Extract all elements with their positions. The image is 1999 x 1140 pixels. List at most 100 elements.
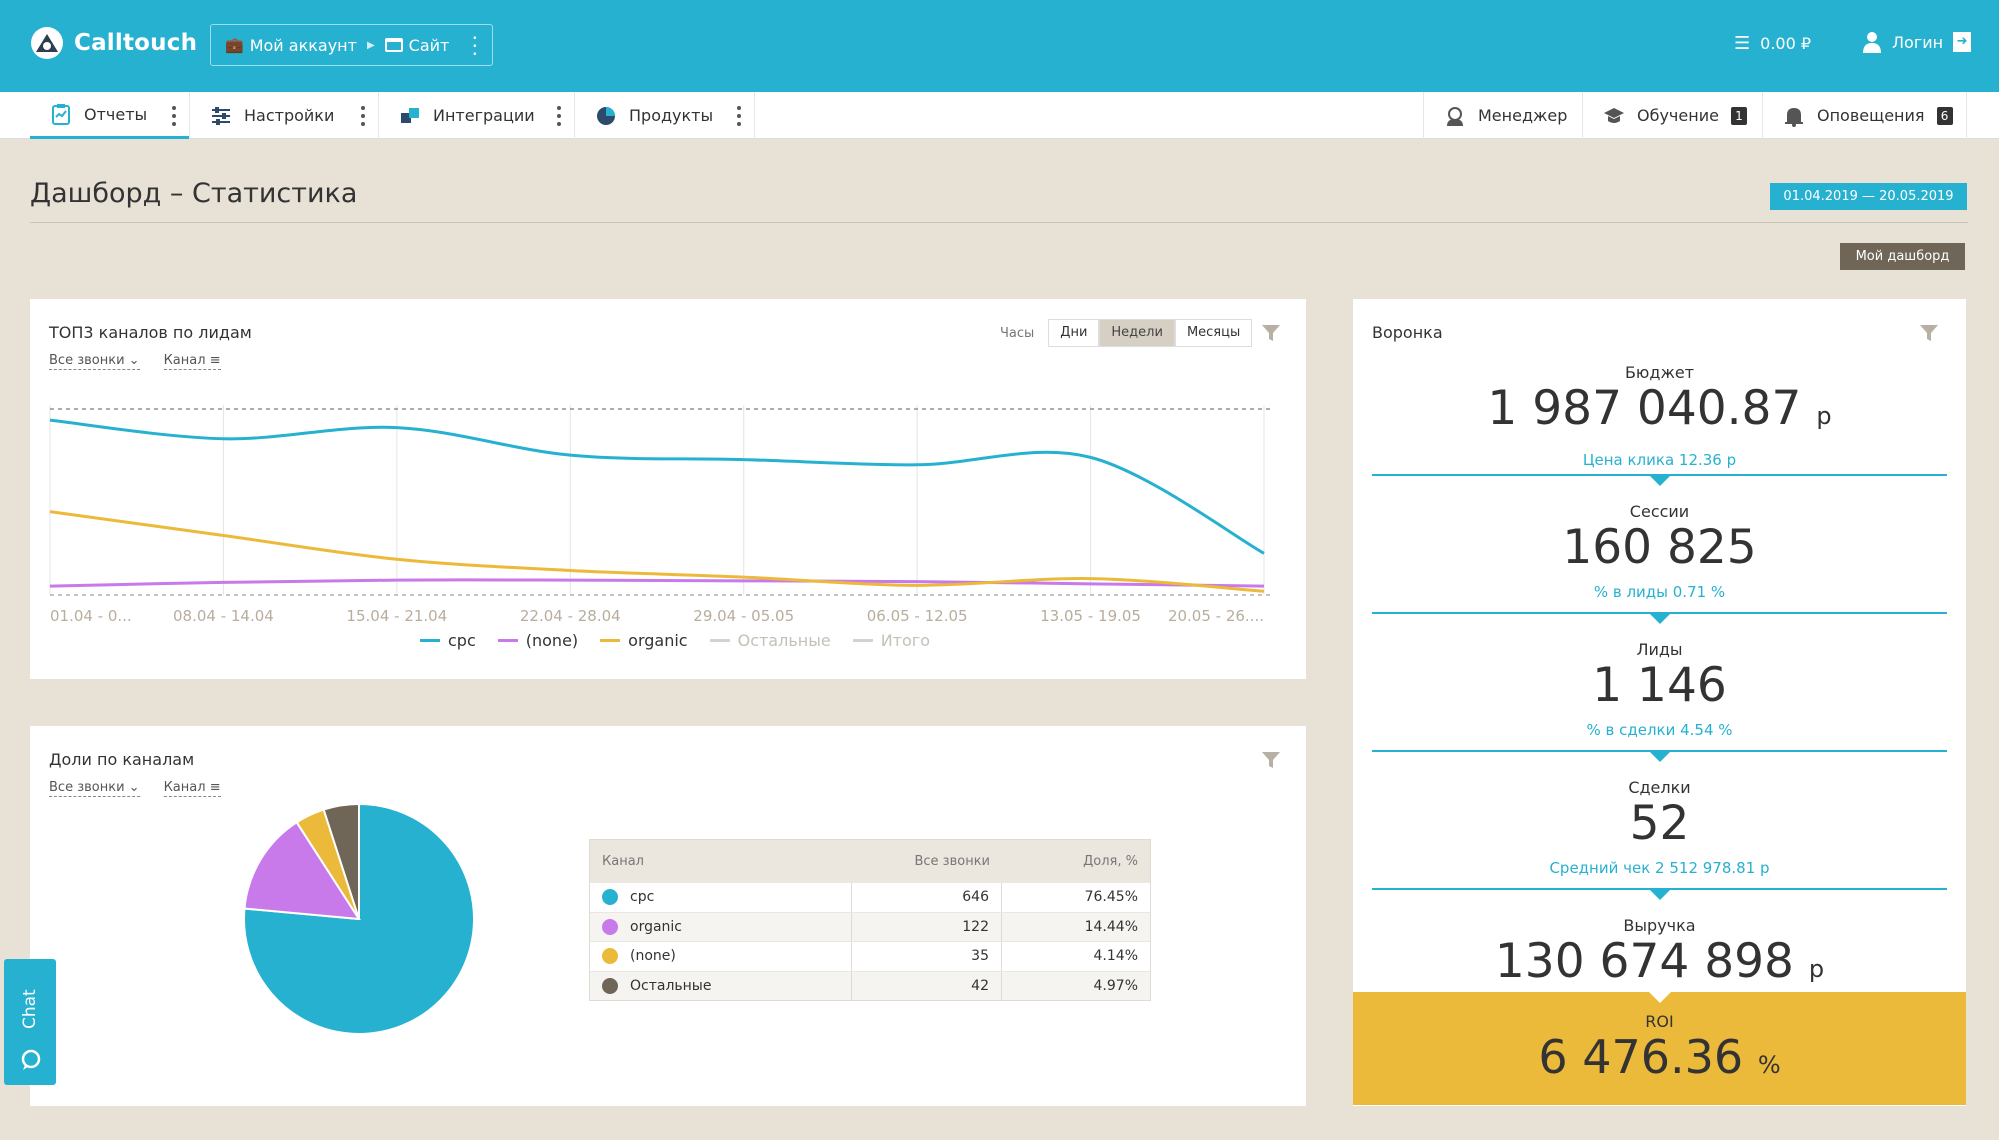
stage-value: 160 825 [1562,520,1757,575]
color-dot-icon [602,948,618,965]
balance[interactable]: ☰ 0.00 ₽ [1734,33,1811,54]
stage-value: 52 [1629,796,1690,851]
x-tick-label: 13.05 - 19.05 [1040,607,1141,625]
legend-item-others[interactable]: Остальные [709,631,831,650]
sliders-icon [212,106,230,125]
nav-menu-icon[interactable] [737,106,741,126]
nav-item-notifications[interactable]: Оповещения 6 [1763,92,1967,139]
nav-menu-icon[interactable] [361,106,365,126]
funnel-stage-deals: Сделки 52 Средний чек 2 512 978.81 р [1353,778,1966,877]
browser-window-icon [384,38,403,52]
nav-menu-icon[interactable] [172,106,176,126]
nav-item-reports[interactable]: Отчеты [30,92,190,139]
stage-sub: Цена клика 12.36 р [1582,451,1737,469]
manager-label: Менеджер [1478,106,1568,125]
funnel-divider [1372,474,1947,486]
nav-item-manager[interactable]: Менеджер [1423,92,1583,139]
funnel-card: Воронка Бюджет 1 987 040.87 р Цена клика… [1353,299,1966,1106]
stage-label: Сессии [1629,502,1690,521]
account-switcher[interactable]: 💼 Мой аккаунт ▶ Сайт · · · [210,24,493,66]
funnel-divider [1372,612,1947,624]
channel-filter[interactable]: Канал ≡ [163,780,221,797]
main-nav: Отчеты Настройки Интеграции Продукты Мен… [0,92,1999,139]
login-label[interactable]: Логин [1892,32,1944,52]
stage-value: 1 987 040.87 р [1487,381,1832,436]
balance-value: 0.00 ₽ [1760,34,1812,53]
x-tick-label: 22.04 - 28.04 [520,607,621,625]
nav-item-learning[interactable]: Обучение 1 [1583,92,1763,139]
my-dashboard-button[interactable]: Мой дашборд [1840,243,1965,270]
table-row[interactable]: (none) 35 4.14% [590,941,1150,971]
chat-bubble-icon [21,1049,41,1070]
stage-label: Бюджет [1624,363,1695,382]
chart-legend: cpc (none) organic Остальные Итого [420,631,930,650]
pie-icon [597,106,615,125]
channel-name: (none) [630,948,676,965]
learning-label: Обучение [1637,106,1719,125]
table-header: Канал Все звонки Доля, % [590,840,1150,882]
pie-slice-organic[interactable] [243,820,361,921]
legend-item-organic[interactable]: organic [600,631,688,650]
legend-item-cpc[interactable]: cpc [420,631,476,650]
channel-filter[interactable]: Канал ≡ [163,353,221,370]
header-channel[interactable]: Канал [602,853,644,869]
table-row[interactable]: organic 122 14.44% [590,911,1150,941]
series-line-organic [49,510,1265,593]
nav-item-settings[interactable]: Настройки [190,92,379,139]
account-menu-icon[interactable]: · · · [471,26,478,66]
legend-item-none[interactable]: (none) [497,631,578,650]
roi-label: ROI [1645,1012,1674,1031]
period-months-button[interactable]: Месяцы [1174,319,1253,347]
funnel-stage-sessions: Сессии 160 825 % в лиды 0.71 % [1353,502,1966,601]
notifications-label: Оповещения [1817,106,1925,125]
period-weeks-button[interactable]: Недели [1099,319,1175,347]
stage-label: Лиды [1636,640,1683,659]
calls-filter[interactable]: Все звонки ⌄ [49,353,140,370]
site-label[interactable]: Сайт [408,35,450,55]
page-title: Дашборд – Статистика [30,178,358,209]
logout-icon[interactable]: ➜ [1953,32,1972,52]
x-tick-label: 01.04 - 0... [50,607,132,625]
user-login[interactable]: Логин ➜ [1862,31,1972,53]
header-share[interactable]: Доля, % [1083,853,1138,869]
calls-filter[interactable]: Все звонки ⌄ [49,780,140,797]
x-tick-label: 29.04 - 05.05 [693,607,794,625]
header-calls[interactable]: Все звонки [914,853,990,869]
user-icon [1863,32,1881,53]
chart-filters: Все звонки ⌄ Канал ≡ [49,780,221,797]
chat-widget[interactable]: Chat [4,959,56,1085]
series-line-none [49,578,1265,588]
card-title: Воронка [1372,323,1443,342]
table-row[interactable]: cpc 646 76.45% [590,882,1150,912]
legend-item-total[interactable]: Итого [852,631,930,650]
pie-slice-Остальные[interactable] [322,802,360,920]
coins-icon: ☰ [1734,33,1751,54]
filter-funnel-icon[interactable] [1919,323,1939,343]
date-range-picker[interactable]: 01.04.2019 — 20.05.2019 [1770,183,1967,210]
logo-text: Calltouch [74,30,198,56]
nav-menu-icon[interactable] [557,106,561,126]
nav-item-integrations[interactable]: Интеграции [379,92,575,139]
account-label[interactable]: Мой аккаунт [249,35,357,55]
period-hours[interactable]: Часы [1000,325,1035,341]
nav-item-products[interactable]: Продукты [575,92,755,139]
title-divider [30,222,1968,223]
roi-value: 6 476.36 % [1538,1030,1781,1084]
puzzle-icon [401,107,419,123]
channel-name: cpc [630,889,655,906]
calls-value: 122 [852,912,1002,941]
period-days-button[interactable]: Дни [1048,319,1100,347]
pie-slice-cpc[interactable] [243,802,475,1035]
x-tick-label: 08.04 - 14.04 [173,607,274,625]
learning-badge: 1 [1730,106,1747,125]
list-icon: ≡ [209,780,221,795]
x-tick-label: 20.05 - 26.... [1168,607,1264,625]
stage-label: Выручка [1623,916,1696,935]
table-row[interactable]: Остальные 42 4.97% [590,970,1150,1000]
calls-value: 35 [852,942,1002,971]
briefcase-icon: 💼 [225,36,244,54]
filter-funnel-icon[interactable] [1261,750,1281,770]
logo[interactable]: Calltouch [30,26,197,60]
filter-funnel-icon[interactable] [1261,323,1281,343]
funnel-stage-revenue: Выручка 130 674 898 р [1353,916,1966,996]
